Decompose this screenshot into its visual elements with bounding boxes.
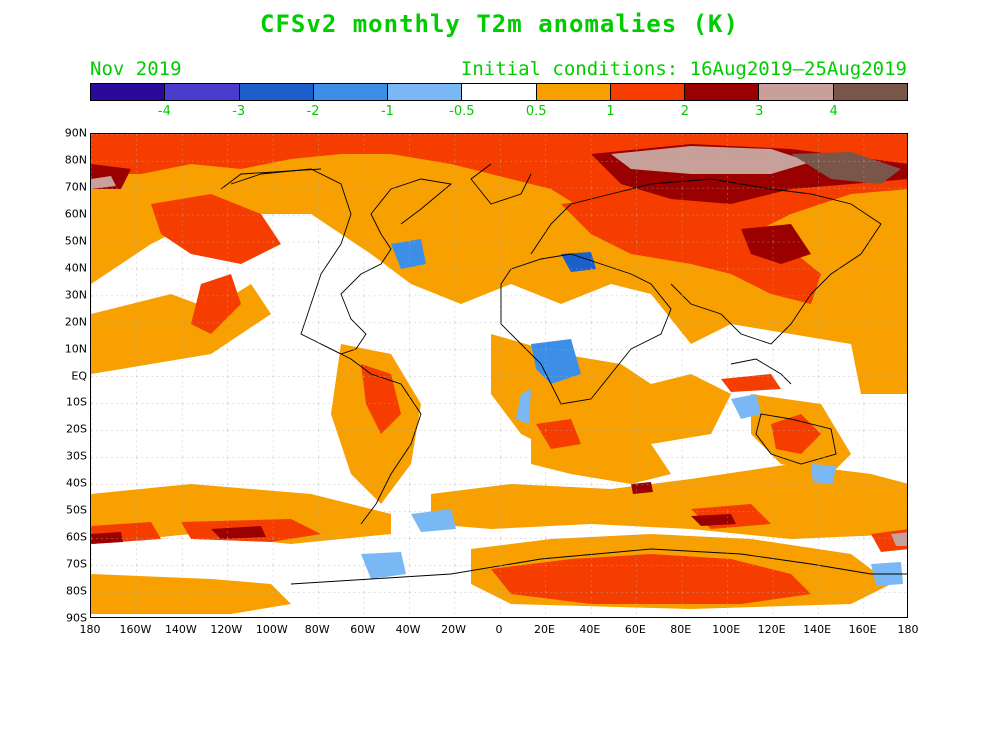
longitude-label: 120E xyxy=(757,623,786,636)
colorbar-tick-label: -1 xyxy=(380,104,394,119)
latitude-label: 10S xyxy=(66,395,87,409)
longitude-label: 160W xyxy=(119,623,152,636)
longitude-label: 100W xyxy=(255,623,288,636)
initial-conditions: Initial conditions: 16Aug2019–25Aug2019 xyxy=(460,58,907,80)
latitude-label: 20S xyxy=(66,422,87,436)
latitude-label: 50S xyxy=(66,503,87,517)
latitude-label: 30N xyxy=(64,288,87,302)
colorbar-tick-label: -2 xyxy=(306,104,320,119)
longitude-label: 120W xyxy=(210,623,243,636)
latitude-label: 70N xyxy=(64,180,87,194)
longitude-label: 40W xyxy=(395,623,421,636)
latitude-label: 10N xyxy=(64,342,87,356)
longitude-label: 180 xyxy=(79,623,101,636)
colorbar-tick-label: -3 xyxy=(232,104,246,119)
colorbar-segment xyxy=(759,84,834,100)
anomaly-map xyxy=(91,134,907,617)
colorbar-segment xyxy=(685,84,760,100)
longitude-label: 80E xyxy=(670,623,692,636)
colorbar-tick-label: 3 xyxy=(755,104,764,119)
colorbar-segment xyxy=(462,84,537,100)
latitude-label: 40N xyxy=(64,261,87,275)
longitude-label: 100E xyxy=(712,623,741,636)
colorbar-segment xyxy=(610,84,686,100)
colorbar xyxy=(90,83,908,101)
longitude-label: 0 xyxy=(495,623,503,636)
map-panel xyxy=(90,133,908,618)
latitude-label: EQ xyxy=(71,369,87,382)
colorbar-segment xyxy=(536,84,611,100)
latitude-label: 90N xyxy=(64,126,87,140)
longitude-label: 140W xyxy=(164,623,197,636)
longitude-label: 20E xyxy=(533,623,555,636)
colorbar-segment xyxy=(239,84,314,100)
latitude-label: 40S xyxy=(66,476,87,490)
longitude-label: 160E xyxy=(848,623,877,636)
latitude-label: 20N xyxy=(64,315,87,329)
latitude-label: 90S xyxy=(66,611,87,625)
chart-title: CFSv2 monthly T2m anomalies (K) xyxy=(260,10,739,38)
longitude-label: 60E xyxy=(624,623,646,636)
longitude-label: 20W xyxy=(441,623,466,636)
colorbar-tick-label: 1 xyxy=(606,104,615,119)
colorbar-tick-label: 2 xyxy=(680,104,690,119)
colorbar-tick-label: 4 xyxy=(829,104,838,119)
colorbar-segment xyxy=(833,84,907,100)
colorbar-segment xyxy=(91,84,166,100)
colorbar-segment xyxy=(165,84,240,100)
latitude-label: 60N xyxy=(64,207,87,221)
longitude-label: 140E xyxy=(803,623,832,636)
colorbar-tick-label: -0.5 xyxy=(449,104,475,119)
colorbar-segment xyxy=(313,84,389,100)
latitude-label: 70S xyxy=(66,557,87,571)
latitude-label: 30S xyxy=(66,449,87,463)
latitude-label: 80N xyxy=(64,153,87,167)
longitude-label: 80W xyxy=(304,623,330,636)
colorbar-tick-label: -4 xyxy=(157,104,171,119)
colorbar-tick-label: 0.5 xyxy=(525,104,547,119)
longitude-label: 40E xyxy=(579,623,601,636)
longitude-label: 60W xyxy=(350,623,376,636)
longitude-label: 180 xyxy=(897,623,919,636)
latitude-label: 60S xyxy=(66,530,87,544)
latitude-label: 50N xyxy=(64,234,87,248)
latitude-label: 80S xyxy=(66,584,87,598)
colorbar-segment xyxy=(388,84,463,100)
forecast-month: Nov 2019 xyxy=(90,58,182,80)
